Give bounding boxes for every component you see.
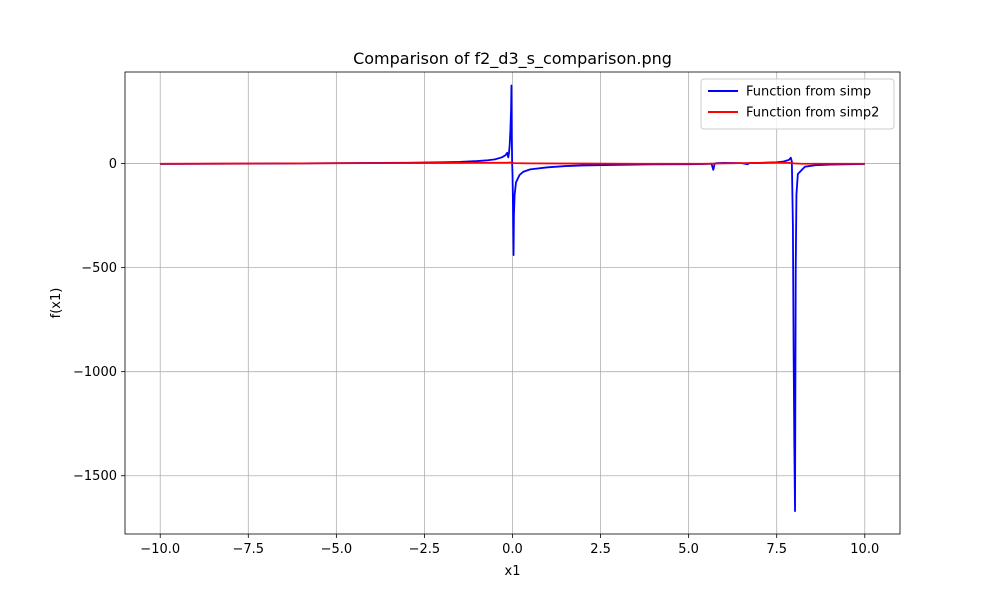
plot-series — [160, 84, 865, 513]
x-axis-ticks: −10.0 −7.5 −5.0 −2.5 0.0 2.5 5.0 7.5 10.0 — [140, 534, 879, 557]
x-tick-label: 5.0 — [678, 542, 699, 557]
y-axis-ticks: 0 −500 −1000 −1500 — [73, 157, 125, 484]
chart-title: Comparison of f2_d3_s_comparison.png — [353, 49, 672, 69]
x-tick-label: −2.5 — [409, 542, 441, 557]
x-tick-label: −7.5 — [233, 542, 265, 557]
series-line-0 — [160, 84, 865, 513]
x-tick-label: 0.0 — [502, 542, 523, 557]
y-tick-label: −1500 — [73, 469, 117, 484]
legend-label-simp2: Function from simp2 — [746, 106, 879, 121]
x-axis-label: x1 — [505, 564, 521, 579]
series-line-1 — [160, 161, 865, 165]
x-tick-label: 7.5 — [766, 542, 787, 557]
x-tick-label: 2.5 — [590, 542, 611, 557]
legend-box — [700, 78, 895, 130]
y-tick-label: −1000 — [73, 365, 117, 380]
y-tick-label: −500 — [81, 261, 117, 276]
y-tick-label: 0 — [109, 157, 117, 172]
x-tick-label: −5.0 — [321, 542, 353, 557]
x-tick-label: −10.0 — [140, 542, 180, 557]
y-axis-label: f(x1) — [49, 288, 64, 319]
x-tick-label: 10.0 — [850, 542, 879, 557]
legend: Function from simp Function from simp2 — [700, 78, 895, 130]
legend-label-simp: Function from simp — [746, 85, 871, 100]
